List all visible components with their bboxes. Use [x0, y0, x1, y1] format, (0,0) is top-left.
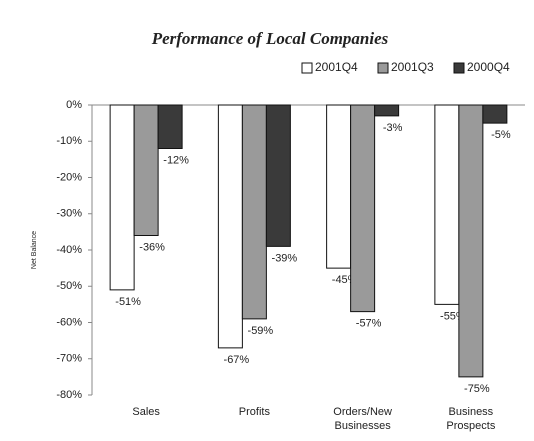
- data-label: -5%: [491, 129, 511, 141]
- bar: [217, 104, 243, 349]
- data-label: -39%: [272, 252, 298, 264]
- legend-label: 2001Q3: [391, 60, 434, 74]
- bar: [241, 104, 267, 320]
- bar: [133, 104, 159, 236]
- chart-title: Performance of Local Companies: [151, 29, 389, 48]
- legend-swatch: [453, 62, 465, 74]
- bar: [326, 104, 352, 269]
- data-label: -51%: [115, 296, 141, 308]
- bar: [374, 104, 400, 117]
- y-tick-label: -30%: [56, 208, 82, 220]
- legend-label: 2001Q4: [315, 60, 358, 74]
- data-label: -75%: [464, 383, 490, 395]
- y-tick-label: -70%: [56, 353, 82, 365]
- legend-swatch: [377, 62, 389, 74]
- bar: [482, 104, 508, 124]
- x-tick-label: Profits: [238, 406, 270, 418]
- data-label: -12%: [163, 154, 189, 166]
- bar: [458, 104, 484, 378]
- data-label: -36%: [139, 241, 165, 253]
- y-tick-label: -40%: [56, 244, 82, 256]
- data-label: -3%: [383, 122, 403, 134]
- y-tick-label: 0%: [66, 99, 82, 111]
- legend-box: [298, 58, 526, 78]
- bar: [434, 104, 460, 305]
- y-tick-label: -10%: [56, 135, 82, 147]
- y-tick-label: -60%: [56, 316, 82, 328]
- data-label: -57%: [356, 318, 382, 330]
- bar: [109, 104, 135, 291]
- x-tick-label: Business Prospects: [446, 406, 496, 432]
- data-label: -59%: [248, 325, 274, 337]
- y-tick-label: -80%: [56, 389, 82, 401]
- bar: [157, 104, 183, 149]
- x-tick-label: Orders/New Businesses: [333, 406, 392, 432]
- y-axis-label: Net Balance: [31, 231, 38, 269]
- x-tick-label: Sales: [132, 406, 160, 418]
- bar: [350, 104, 376, 313]
- bar: [265, 104, 291, 247]
- legend-label: 2000Q4: [467, 60, 510, 74]
- data-label: -67%: [224, 354, 250, 366]
- y-tick-label: -50%: [56, 280, 82, 292]
- y-tick-label: -20%: [56, 171, 82, 183]
- legend-swatch: [301, 62, 313, 74]
